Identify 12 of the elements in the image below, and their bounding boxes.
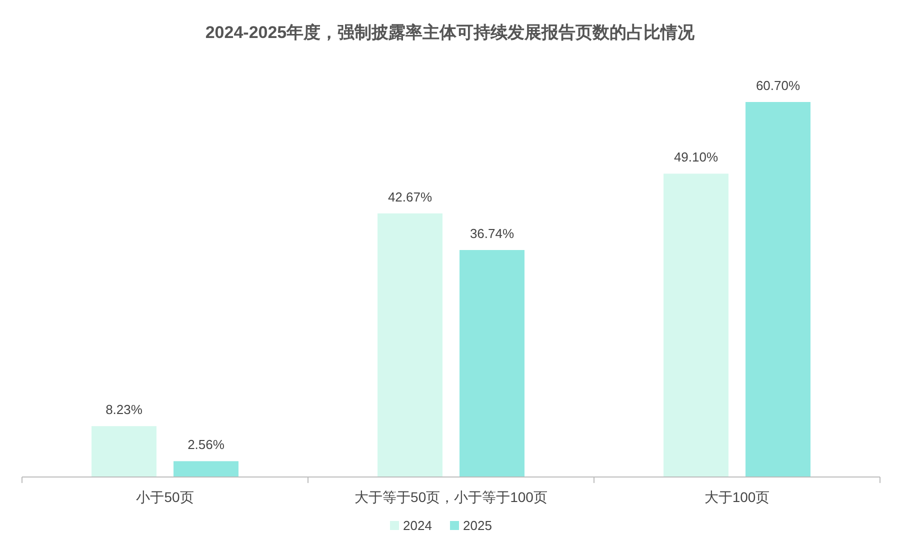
data-label: 8.23% [106, 402, 142, 418]
legend-label: 2025 [463, 518, 492, 533]
data-label: 42.67% [388, 189, 432, 204]
x-tick-label: 大于等于50页，小于等于100页 [354, 489, 548, 505]
data-label: 60.70% [756, 78, 800, 93]
data-label: 49.10% [674, 150, 718, 165]
data-label: 36.74% [470, 226, 514, 242]
x-tick-label: 小于50页 [136, 489, 194, 505]
data-label: 2.56% [188, 437, 224, 452]
title: 2024-2025年度，强制披露率主体可持续发展报告页数的占比情况 [205, 23, 695, 42]
legend-label: 2024 [403, 518, 432, 533]
x-tick-label: 大于100页 [704, 489, 770, 505]
